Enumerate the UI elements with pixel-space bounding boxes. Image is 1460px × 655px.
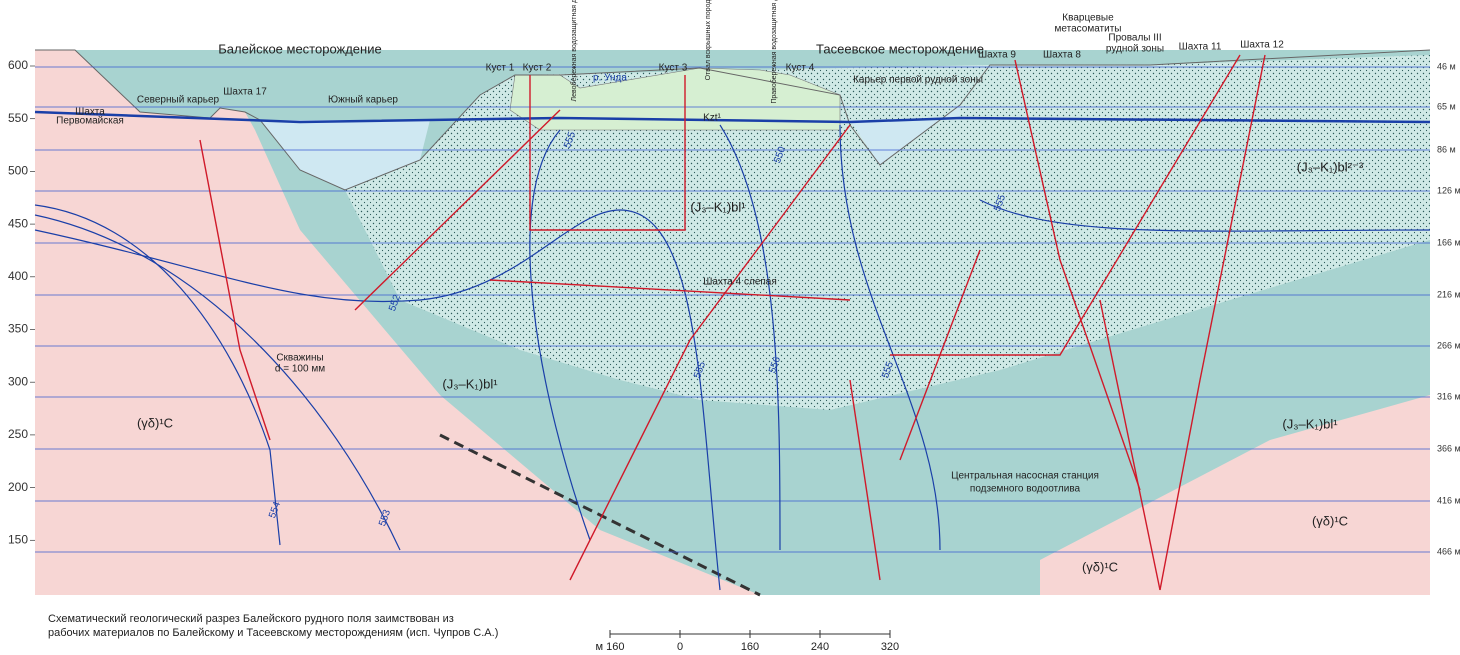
label: Куст 3 xyxy=(659,63,688,74)
caption: Схематический геологический разрез Балей… xyxy=(48,613,454,625)
label: Куст 1 xyxy=(486,63,515,74)
depth-label: 46 м xyxy=(1437,61,1456,71)
label: Первомайская xyxy=(56,116,124,127)
fault xyxy=(890,54,1241,356)
depth-label: 366 м xyxy=(1437,443,1460,453)
contour xyxy=(719,124,781,551)
label: Куст 4 xyxy=(786,63,815,74)
vertical-label: Правобережная водозащитная дамба xyxy=(770,0,778,104)
level-lines xyxy=(30,65,1430,553)
fault xyxy=(1099,299,1161,591)
y-tick-label: 350 xyxy=(8,322,28,336)
depth-label: 166 м xyxy=(1437,237,1460,247)
dashed-fault xyxy=(439,433,761,597)
label: Тасеевское месторождение xyxy=(816,41,984,56)
contour xyxy=(34,214,401,551)
label: Шахта 17 xyxy=(223,87,267,98)
depth-label: 266 м xyxy=(1437,340,1460,350)
fault xyxy=(199,139,271,441)
formation-label: (γδ)¹C xyxy=(137,415,173,430)
label: Kzt¹ xyxy=(703,113,721,124)
y-tick-label: 450 xyxy=(8,216,28,230)
scale-label: 160 xyxy=(741,641,759,653)
contour xyxy=(34,209,721,591)
label: рудной зоны xyxy=(1106,44,1164,55)
formation-label: (γδ)¹C xyxy=(1312,513,1348,528)
label: Шахта xyxy=(75,107,105,118)
depth-label: 316 м xyxy=(1437,391,1460,401)
dotted-zone xyxy=(345,55,1430,410)
north-pit xyxy=(35,115,140,160)
depth-label: 126 м xyxy=(1437,185,1460,195)
scale-label: 0 xyxy=(677,641,683,653)
contour xyxy=(839,124,941,551)
label: метасоматиты xyxy=(1055,24,1122,35)
contour xyxy=(979,199,1431,232)
scale-label: 320 xyxy=(881,641,899,653)
caption: рабочих материалов по Балейскому и Тасее… xyxy=(48,627,498,639)
fault xyxy=(529,75,686,231)
formation-label: (J₃–K₁)bl¹ xyxy=(1282,416,1338,431)
fault xyxy=(489,279,851,301)
faults xyxy=(199,54,1266,591)
y-tick-label: 250 xyxy=(8,427,28,441)
depth-label: 416 м xyxy=(1437,495,1460,505)
fault xyxy=(899,249,981,461)
formation-label: (J₃–K₁)bl¹ xyxy=(442,376,498,391)
label: Центральная насосная станция xyxy=(951,471,1099,482)
vertical-label: Отвал вскрышных пород xyxy=(705,0,712,80)
water-level xyxy=(34,110,1431,124)
label: Шахта 9 xyxy=(978,50,1016,61)
fault xyxy=(1014,59,1141,491)
label: Северный карьер xyxy=(137,95,220,106)
label: Южный карьер xyxy=(328,95,398,106)
fault xyxy=(1159,54,1266,591)
label: d = 100 мм xyxy=(275,364,325,375)
label: Шахта 11 xyxy=(1179,42,1222,53)
label: Шахта 4 слепая xyxy=(703,277,777,288)
y-tick-label: 550 xyxy=(8,111,28,125)
label: Скважины xyxy=(276,353,323,364)
fault xyxy=(849,379,881,581)
depth-label: 65 м xyxy=(1437,101,1456,111)
y-tick-label: 600 xyxy=(8,58,28,72)
y-tick-label: 400 xyxy=(8,269,28,283)
y-tick-label: 500 xyxy=(8,164,28,178)
depth-label: 216 м xyxy=(1437,289,1460,299)
label: Кварцевые xyxy=(1062,13,1114,24)
surface xyxy=(35,49,1431,191)
formation-label: (J₃–K₁)bl²⁻³ xyxy=(1297,159,1364,174)
label: р. Унда xyxy=(593,73,627,84)
contour xyxy=(34,204,281,546)
label: Куст 2 xyxy=(523,63,552,74)
label: Балейское месторождение xyxy=(218,41,381,56)
water-table xyxy=(34,110,1431,124)
contours xyxy=(34,124,1431,591)
layers xyxy=(35,49,1431,597)
formation-label: (J₃–K₁)bl¹ xyxy=(690,199,746,214)
label: подземного водоотлива xyxy=(970,484,1081,495)
scale-label: м 160 xyxy=(596,641,625,653)
fault xyxy=(354,109,561,311)
formation-label: (γδ)¹C xyxy=(1082,559,1118,574)
label: Шахта 8 xyxy=(1043,50,1081,61)
vertical-label: Левобережная водозащитная дамба xyxy=(570,0,578,101)
y-tick-label: 150 xyxy=(8,532,28,546)
depth-label: 86 м xyxy=(1437,144,1456,154)
fault xyxy=(569,124,851,581)
label: Провалы III xyxy=(1108,33,1161,44)
label: Шахта 12 xyxy=(1240,40,1284,51)
y-tick-label: 200 xyxy=(8,480,28,494)
label: Карьер первой рудной зоны xyxy=(853,75,983,86)
contour xyxy=(529,129,591,541)
y-tick-label: 300 xyxy=(8,374,28,388)
scale-label: 240 xyxy=(811,641,829,653)
granite-left xyxy=(35,50,440,395)
depth-label: 466 м xyxy=(1437,546,1460,556)
